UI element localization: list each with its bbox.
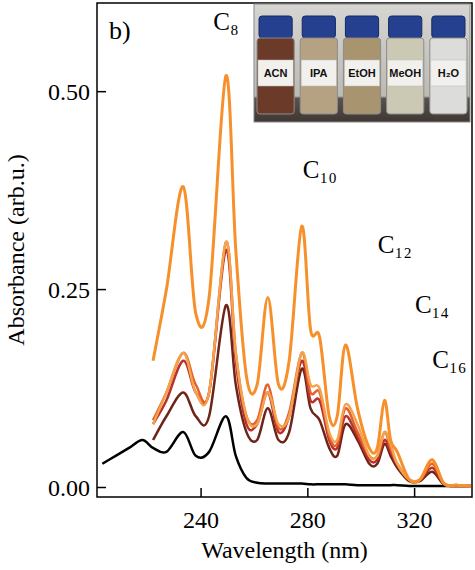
vial-label-bg — [301, 60, 336, 86]
spectrum-line — [153, 250, 471, 486]
peak-label: C₁₄ — [415, 291, 449, 318]
x-tick-label: 320 — [397, 507, 433, 533]
peak-label: C₈ — [213, 8, 238, 35]
vial-label-bg — [431, 60, 466, 86]
vial-label: EtOH — [348, 67, 376, 79]
vial-label-bg — [344, 60, 379, 86]
spectrum-line — [153, 75, 471, 485]
spectrum-line — [153, 242, 471, 486]
y-axis-title: Absorbance (arb.u.) — [3, 154, 29, 345]
y-tick-label: 0.00 — [48, 475, 90, 501]
peak-label: C₁₆ — [432, 346, 466, 373]
vial-label-bg — [388, 60, 423, 86]
vial-cap — [389, 16, 422, 38]
vial-cap — [345, 16, 378, 38]
peak-label: C₁₂ — [378, 231, 412, 258]
y-tick — [97, 289, 106, 291]
inset-background — [254, 4, 470, 122]
y-tick-label: 0.25 — [48, 277, 90, 303]
vial — [343, 38, 380, 114]
x-tick — [307, 488, 309, 497]
vial-label: MeOH — [389, 67, 421, 79]
vial — [257, 38, 294, 114]
vial-cap — [302, 16, 335, 38]
x-tick-label: 240 — [183, 507, 219, 533]
vial-label: H₂O — [438, 67, 460, 79]
plot-frame — [97, 3, 472, 497]
y-tick-label: 0.50 — [48, 79, 90, 105]
plot-lines — [102, 75, 470, 486]
vial — [300, 38, 337, 114]
spectrum-line — [153, 242, 471, 486]
x-tick — [414, 488, 416, 497]
peak-label: C₁₀ — [303, 156, 337, 183]
vial — [430, 38, 467, 114]
chart: 240 280 320 0.00 0.25 0.50 Wavelength (nm) Abso… — [0, 0, 475, 570]
inset: ACN IPA EtOH MeOH H₂O — [254, 4, 470, 122]
x-tick — [200, 488, 202, 497]
y-tick — [97, 91, 106, 93]
vial-cap — [432, 16, 465, 38]
y-tick — [97, 487, 106, 489]
vial — [387, 38, 424, 114]
panel-letter: b) — [109, 16, 131, 45]
x-axis-title: Wavelength (nm) — [201, 537, 368, 563]
x-tick-label: 280 — [290, 507, 326, 533]
vial-label-bg — [258, 60, 293, 86]
vial-cap — [259, 16, 292, 38]
vial-label: ACN — [264, 67, 288, 79]
vial-label: IPA — [310, 67, 328, 79]
